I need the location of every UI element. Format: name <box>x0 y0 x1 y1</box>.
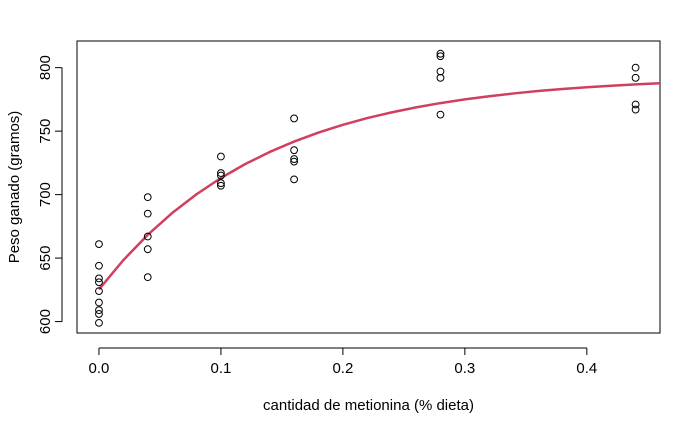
data-point <box>143 209 152 218</box>
data-point <box>95 298 103 307</box>
x-tick-label: 0.2 <box>332 360 353 377</box>
data-point <box>290 114 299 123</box>
fit-curve <box>97 82 660 291</box>
x-tick-label: 0.4 <box>576 360 597 377</box>
data-point <box>631 105 640 114</box>
y-tick-label: 600 <box>37 309 54 334</box>
data-point <box>631 63 640 72</box>
x-tick-label: 0.3 <box>454 360 475 377</box>
y-tick-label: 650 <box>37 246 54 271</box>
data-point <box>95 261 103 270</box>
y-tick-label: 700 <box>37 182 54 207</box>
data-point <box>436 67 445 76</box>
data-points <box>95 49 640 327</box>
data-point <box>143 232 152 241</box>
y-axis-label: Peso ganado (gramos) <box>6 111 23 264</box>
data-point <box>95 318 103 327</box>
data-point <box>436 73 445 82</box>
fit-curve-layer <box>97 82 660 291</box>
y-axis: 600 650 700 750 800 <box>37 55 63 334</box>
data-point <box>143 245 152 254</box>
data-point <box>290 155 299 163</box>
data-point <box>95 278 103 287</box>
y-tick-label: 750 <box>37 119 54 144</box>
data-point <box>95 240 103 249</box>
x-tick-label: 0.1 <box>210 360 231 377</box>
data-point <box>436 52 445 61</box>
data-point <box>143 273 152 282</box>
plot-frame <box>76 40 661 334</box>
data-point <box>290 146 299 155</box>
data-point <box>631 100 640 109</box>
data-point <box>217 181 225 190</box>
data-point <box>631 73 640 82</box>
x-tick-label: 0.0 <box>89 360 110 377</box>
data-point <box>95 287 103 296</box>
data-point <box>143 193 152 202</box>
y-tick-label: 800 <box>37 55 54 80</box>
data-point <box>217 179 225 188</box>
data-point <box>290 175 299 184</box>
data-point <box>217 152 225 161</box>
data-point <box>436 49 445 58</box>
data-point <box>290 157 299 166</box>
data-point <box>95 310 103 318</box>
data-point <box>217 171 225 180</box>
data-point <box>217 169 225 177</box>
x-axis-label: cantidad de metionina (% dieta) <box>263 397 474 414</box>
data-point <box>95 274 103 283</box>
data-point <box>436 110 445 119</box>
data-point <box>95 306 103 315</box>
x-axis: 0.0 0.1 0.2 0.3 0.4 <box>89 347 597 377</box>
